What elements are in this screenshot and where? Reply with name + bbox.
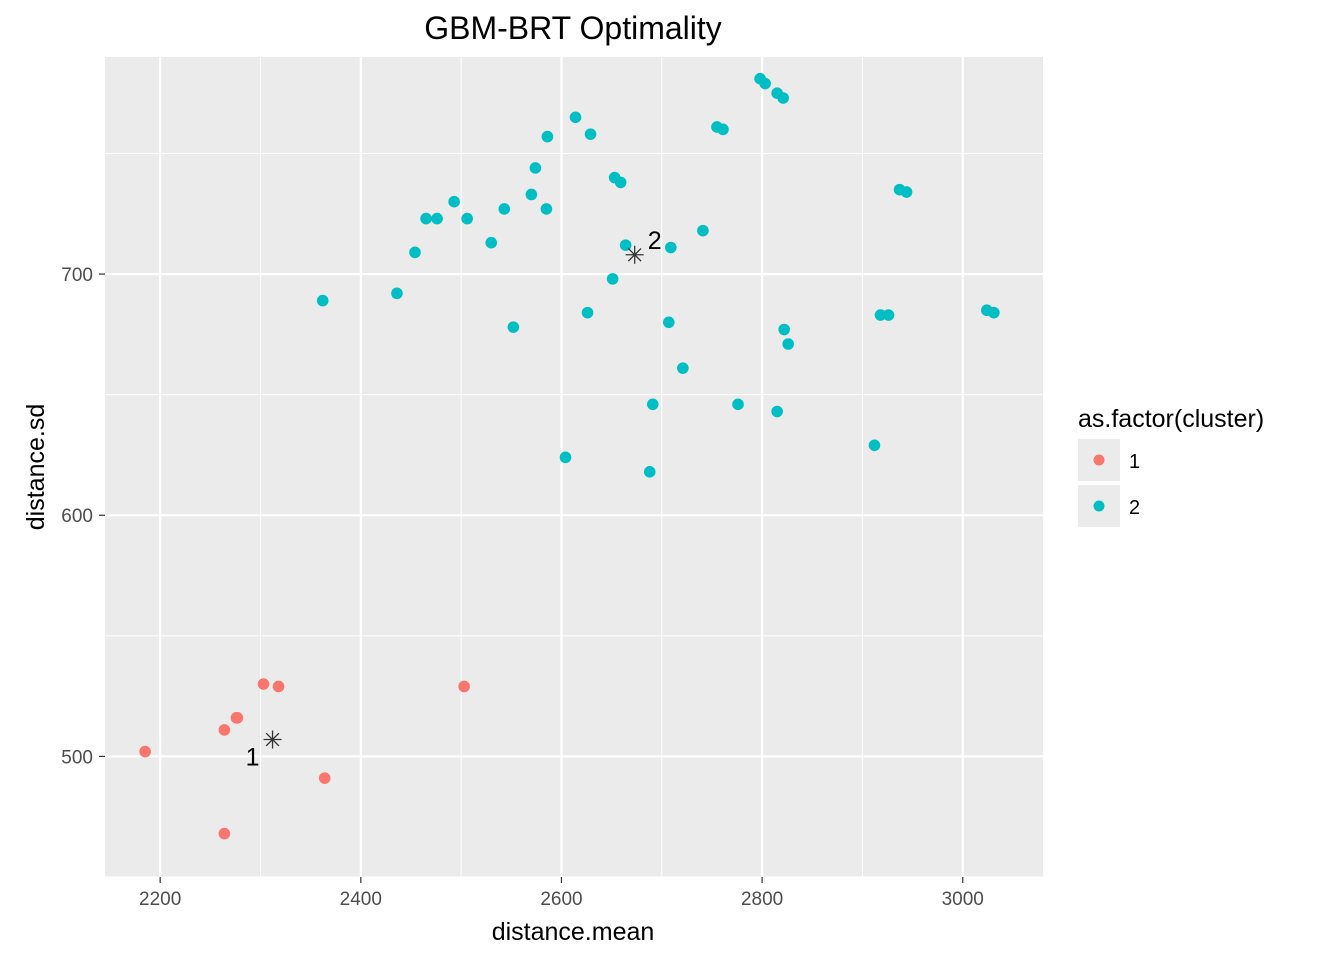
data-point-cluster-2 xyxy=(498,203,511,215)
x-tick-label: 2800 xyxy=(741,889,783,910)
data-point-cluster-2 xyxy=(540,203,553,215)
data-point-cluster-2 xyxy=(584,128,597,140)
major-gridlines xyxy=(105,57,1043,877)
data-point-cluster-2 xyxy=(614,176,627,189)
data-point-cluster-2 xyxy=(606,273,619,285)
data-point-cluster-2 xyxy=(420,212,432,225)
centroid-label-2: 2 xyxy=(648,227,662,255)
centroid-label-1: 1 xyxy=(246,744,260,772)
data-point-cluster-2 xyxy=(665,241,677,254)
centroid-marker-2 xyxy=(625,245,644,264)
data-point-cluster-2 xyxy=(782,338,794,350)
data-point-cluster-2 xyxy=(643,466,656,478)
y-axis-title: distance.sd xyxy=(22,404,50,530)
data-point-cluster-1 xyxy=(139,745,151,758)
centroid-stroke xyxy=(265,732,280,747)
data-point-cluster-2 xyxy=(529,162,542,174)
data-point-cluster-2 xyxy=(759,77,771,90)
chart-title: GBM-BRT Optimality xyxy=(424,10,722,46)
x-tick-label: 2400 xyxy=(340,889,382,910)
data-point-cluster-2 xyxy=(868,439,881,452)
data-point-cluster-2 xyxy=(525,188,538,201)
y-tick-label: 600 xyxy=(61,506,93,527)
legend-marker-2 xyxy=(1093,500,1105,512)
data-point-cluster-2 xyxy=(448,195,460,208)
data-point-cluster-2 xyxy=(900,186,913,198)
x-tick-label: 2600 xyxy=(540,889,582,910)
data-point-cluster-1 xyxy=(218,724,231,736)
legend-label-2: 2 xyxy=(1129,497,1140,519)
x-tick-label: 3000 xyxy=(942,889,984,910)
data-point-cluster-2 xyxy=(646,398,659,411)
data-point-cluster-2 xyxy=(697,224,709,237)
data-point-cluster-1 xyxy=(257,678,270,690)
data-point-cluster-2 xyxy=(619,239,632,251)
data-point-cluster-2 xyxy=(717,123,729,136)
data-point-cluster-2 xyxy=(316,294,329,307)
data-point-cluster-2 xyxy=(732,398,744,411)
x-axis-ticks: 2200 2400 2600 2800 3000 xyxy=(139,877,984,910)
data-point-cluster-2 xyxy=(391,287,403,300)
y-axis-ticks: 500 600 700 xyxy=(61,265,105,768)
data-point-cluster-2 xyxy=(778,323,790,336)
legend-title: as.factor(cluster) xyxy=(1078,405,1264,433)
data-point-cluster-2 xyxy=(988,306,1000,319)
data-point-cluster-1 xyxy=(272,680,285,693)
minor-gridlines xyxy=(105,57,1043,878)
data-point-cluster-2 xyxy=(663,316,675,329)
y-tick-label: 500 xyxy=(61,747,93,768)
data-point-cluster-2 xyxy=(409,246,421,259)
data-point-cluster-2 xyxy=(431,212,443,225)
y-tick-label: 700 xyxy=(61,265,93,286)
data-point-cluster-1 xyxy=(458,680,470,693)
data-point-cluster-2 xyxy=(882,309,895,321)
data-point-cluster-1 xyxy=(231,712,244,724)
centroid-marker-1 xyxy=(263,730,282,749)
data-point-cluster-1 xyxy=(218,827,231,840)
data-point-cluster-2 xyxy=(461,212,473,225)
legend: as.factor(cluster) 1 2 xyxy=(1078,405,1264,527)
legend-label-1: 1 xyxy=(1129,451,1140,473)
data-point-cluster-2 xyxy=(541,130,554,143)
x-axis-title: distance.mean xyxy=(492,918,655,946)
centroid-stroke xyxy=(627,247,642,262)
x-tick-label: 2200 xyxy=(139,889,181,910)
data-point-cluster-2 xyxy=(677,362,689,374)
data-point-cluster-2 xyxy=(777,92,789,104)
plot-panel xyxy=(105,57,1043,877)
data-point-cluster-2 xyxy=(485,236,498,249)
data-point-cluster-2 xyxy=(581,306,594,319)
data-point-cluster-2 xyxy=(559,451,572,464)
legend-marker-1 xyxy=(1093,454,1105,466)
cluster-centroids: 12 xyxy=(246,227,662,772)
data-point-cluster-2 xyxy=(507,321,520,333)
data-point-cluster-2 xyxy=(771,405,783,418)
data-point-cluster-2 xyxy=(874,309,887,321)
data-points xyxy=(139,72,1000,840)
data-point-cluster-2 xyxy=(569,111,582,124)
data-point-cluster-1 xyxy=(318,772,331,784)
